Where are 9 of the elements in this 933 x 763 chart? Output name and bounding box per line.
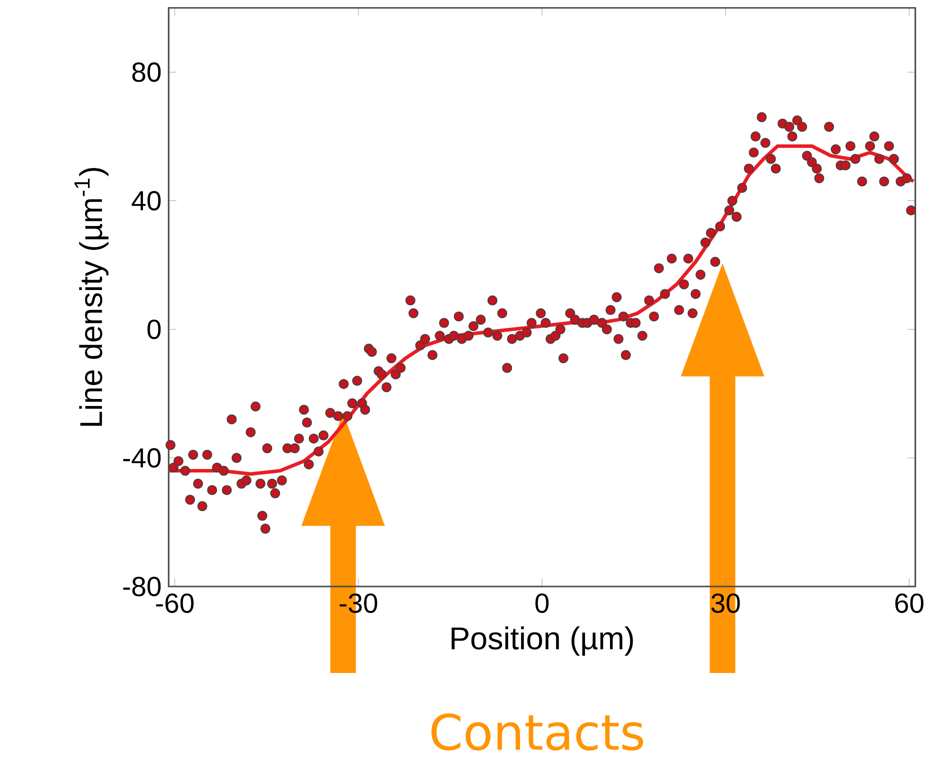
y-tick-label: 40 xyxy=(132,190,161,210)
y-tick-label: 80 xyxy=(132,62,161,82)
y-tick-label: 0 xyxy=(148,319,161,339)
x-axis-title: Position (µm) xyxy=(452,626,633,656)
x-tick-label: 60 xyxy=(895,593,924,613)
y-tick-label: -40 xyxy=(123,448,161,468)
x-tick-label: 0 xyxy=(535,593,549,613)
y-axis-title: Line density (µm$^{-1}$) xyxy=(74,168,108,426)
text: Contacts xyxy=(432,713,644,750)
